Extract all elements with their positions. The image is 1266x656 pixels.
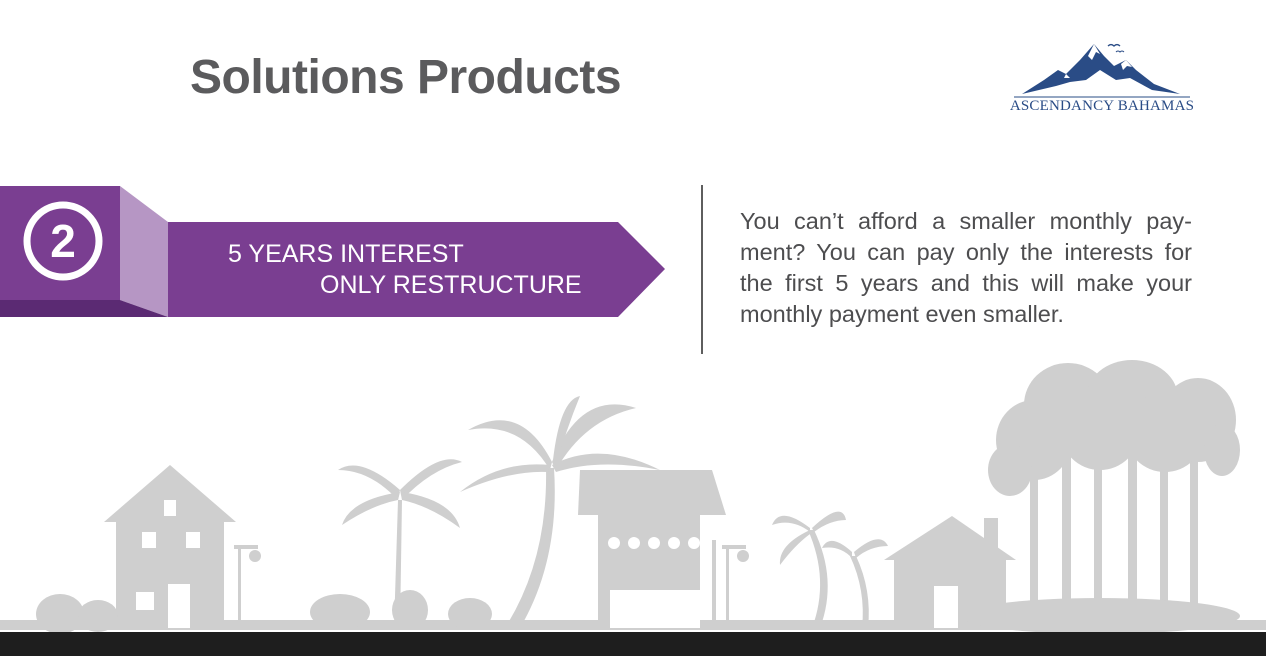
mountain-logo-icon bbox=[1014, 43, 1190, 98]
ground-bar bbox=[0, 632, 1266, 656]
step-number-circle bbox=[23, 201, 103, 281]
step-number: 2 bbox=[50, 215, 76, 267]
village-silhouette-icon bbox=[0, 360, 1266, 656]
vertical-divider bbox=[701, 185, 703, 354]
logo-text: ASCENDANCY BAHAMAS bbox=[1009, 98, 1195, 114]
step-banner bbox=[0, 186, 665, 317]
step-label-line2: ONLY RESTRUCTURE bbox=[320, 271, 582, 299]
step-label-line1: 5 YEARS INTEREST bbox=[228, 240, 464, 268]
description-text: You can’t afford a smaller monthly pay-m… bbox=[740, 208, 1192, 327]
brand-logo: ASCENDANCY BAHAMAS bbox=[1004, 40, 1200, 120]
page-title: Solutions Products bbox=[190, 51, 622, 104]
